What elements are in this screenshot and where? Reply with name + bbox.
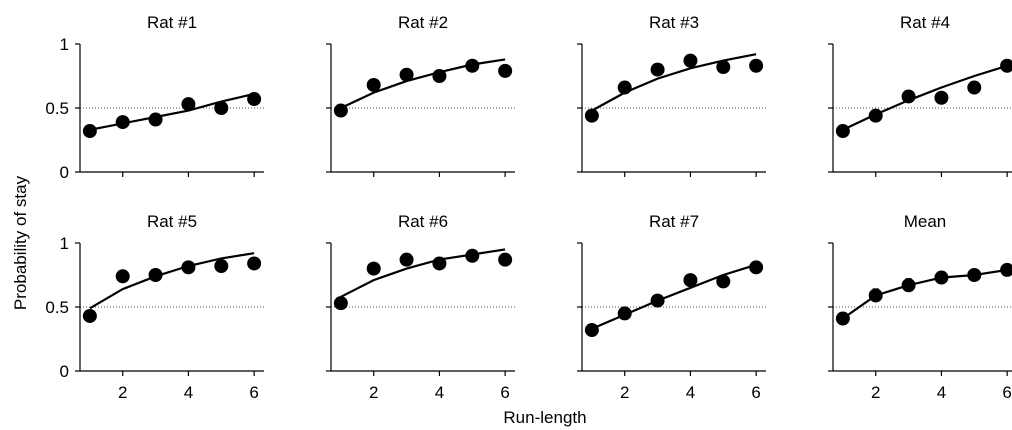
data-point (934, 270, 949, 285)
data-point (749, 260, 764, 275)
panel: Rat #2 (326, 13, 515, 177)
panel: Rat #4 (828, 13, 1012, 177)
x-tick-label: 2 (118, 383, 127, 402)
data-point (901, 89, 916, 104)
data-point (967, 268, 982, 282)
y-tick-label: 0 (60, 362, 69, 381)
x-tick-label: 6 (500, 383, 509, 402)
panel: Rat #7 2 4 6 (577, 212, 766, 402)
data-point (498, 252, 513, 267)
y-tick-label: 0.5 (45, 99, 69, 118)
data-point (835, 311, 850, 326)
data-point (716, 274, 731, 289)
panel-title: Rat #3 (649, 13, 699, 32)
data-point (366, 77, 381, 92)
data-point (432, 69, 447, 83)
data-point (716, 60, 731, 75)
data-point (1000, 262, 1012, 277)
data-point (868, 288, 883, 303)
x-tick-label: 6 (249, 383, 258, 402)
y-tick-label: 0 (60, 163, 69, 182)
fit-curve (591, 53, 757, 112)
data-point (181, 260, 196, 275)
data-point (967, 80, 982, 95)
panel-title: Rat #6 (398, 212, 448, 231)
x-tick-label: 6 (751, 383, 760, 402)
data-point (584, 323, 599, 338)
x-tick-label: 4 (937, 383, 946, 402)
data-point (399, 67, 414, 82)
panel: Rat #5 0 0.5 1 2 4 6 (45, 212, 264, 402)
panel: Rat #6 2 4 6 (326, 212, 515, 402)
data-point (333, 103, 348, 118)
data-point (683, 273, 698, 288)
x-tick-label: 2 (620, 383, 629, 402)
data-point (1000, 58, 1012, 73)
panel: Mean 2 4 6 (828, 212, 1012, 402)
data-point (835, 124, 850, 139)
x-tick-label: 6 (1002, 383, 1011, 402)
data-point (214, 259, 229, 274)
panel: Rat #3 (577, 13, 766, 177)
x-tick-label: 4 (435, 383, 444, 402)
data-point (584, 108, 599, 123)
data-point (749, 58, 764, 73)
fit-curve (89, 252, 255, 310)
data-point (934, 90, 949, 105)
fit-curve (842, 64, 1008, 131)
y-tick-label: 0.5 (45, 298, 69, 317)
data-point (868, 108, 883, 123)
x-tick-label: 4 (686, 383, 695, 402)
y-tick-label: 1 (60, 35, 69, 54)
x-axis-label: Run-length (503, 408, 586, 427)
panel-title: Rat #1 (147, 13, 197, 32)
data-point (148, 112, 163, 127)
data-point (650, 62, 665, 77)
fit-curve (340, 58, 506, 109)
data-point (115, 115, 130, 130)
panels: Rat #1 0 0.5 1 Rat #2 Rat #3 Rat #4 Rat #5 0 0.5 1… (45, 13, 1012, 402)
data-point (465, 58, 480, 73)
data-point (650, 293, 665, 308)
panel: Rat #1 0 0.5 1 (45, 13, 264, 182)
data-point (432, 256, 447, 271)
data-point (498, 63, 513, 78)
data-point (181, 97, 196, 112)
data-point (247, 92, 262, 107)
data-point (617, 80, 632, 95)
data-point (901, 278, 916, 293)
fit-curve (89, 92, 255, 131)
data-point (683, 53, 698, 68)
data-point (115, 269, 130, 284)
panel-title: Mean (904, 212, 947, 231)
y-tick-label: 1 (60, 234, 69, 253)
fit-curve (340, 248, 506, 298)
fit-curve (591, 263, 757, 330)
y-axis-label: Probability of stay (11, 175, 30, 310)
data-point (617, 306, 632, 321)
panel-title: Rat #5 (147, 212, 197, 231)
panel-title: Rat #7 (649, 212, 699, 231)
x-tick-label: 4 (184, 383, 193, 402)
data-point (399, 252, 414, 267)
data-point (214, 101, 229, 115)
data-point (333, 296, 348, 311)
data-point (148, 268, 163, 282)
data-point (465, 248, 480, 263)
data-point (247, 256, 262, 271)
panel-title: Rat #2 (398, 13, 448, 32)
mean-line (842, 268, 1008, 320)
x-tick-label: 2 (871, 383, 880, 402)
data-point (82, 308, 97, 323)
panel-title: Rat #4 (900, 13, 950, 32)
x-tick-label: 2 (369, 383, 378, 402)
data-point (366, 261, 381, 276)
data-point (82, 124, 97, 139)
